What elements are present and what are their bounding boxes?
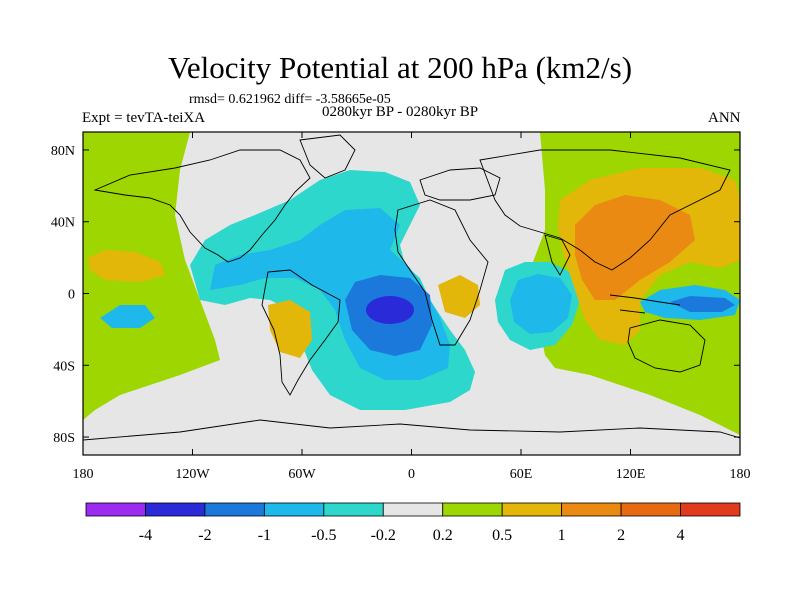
orange-samerica-region	[268, 300, 312, 358]
x-axis-ticks: 180 120W 60W 0 60E 120E 180	[73, 132, 751, 482]
coast-asia	[479, 149, 731, 271]
x-tick-label: 120W	[175, 467, 210, 482]
core-minimum	[366, 296, 414, 324]
colorbar-swatch	[561, 502, 622, 517]
coast-africa	[394, 199, 489, 346]
colorbar-label: -4	[139, 527, 152, 544]
deep-blue-pacific	[670, 296, 735, 312]
colorbar-label: 2	[617, 527, 625, 544]
colorbar-label: -0.2	[371, 527, 396, 544]
colorbar-swatch	[442, 502, 503, 517]
colorbar-label: 1	[558, 527, 566, 544]
colorbar-label: 0.2	[433, 527, 453, 544]
y-tick-label: 80N	[51, 144, 75, 159]
coast-south-america	[261, 269, 341, 396]
coast-india	[544, 234, 571, 276]
coast-antarctica	[83, 419, 740, 441]
coast-greenland	[299, 134, 356, 179]
period-label: 0280kyr BP - 0280kyr BP	[322, 104, 479, 120]
coast-australia	[627, 319, 706, 373]
colorbar-labels: -4 -2 -1 -0.5 -0.2 0.2 0.5 1 2 4	[139, 527, 685, 544]
colorbar-swatch	[204, 502, 265, 517]
colorbar-swatch	[323, 502, 384, 517]
colorbar	[85, 502, 741, 517]
x-tick-label: 180	[730, 467, 751, 482]
y-tick-label: 0	[68, 288, 75, 303]
orange-africa-region	[438, 275, 480, 318]
plot-title: Velocity Potential at 200 hPa (km2/s)	[167, 50, 633, 85]
colorbar-swatch	[85, 502, 146, 517]
colorbar-swatch	[382, 502, 444, 517]
blue-eastpac-region	[100, 305, 155, 328]
colorbar-swatch	[501, 502, 563, 517]
colorbar-label: -1	[258, 527, 271, 544]
x-tick-label: 180	[73, 467, 94, 482]
coast-indonesia	[609, 294, 681, 314]
orange-eastpac-region	[88, 250, 165, 282]
coast-europe	[419, 167, 501, 201]
y-tick-label: 80S	[53, 431, 75, 446]
coast-north-america	[93, 149, 311, 263]
x-tick-label: 120E	[616, 467, 646, 482]
colorbar-swatch	[620, 502, 681, 517]
experiment-label: Expt = tevTA-teiXA	[82, 110, 206, 126]
colorbar-label: -0.5	[311, 527, 336, 544]
y-tick-label: 40N	[51, 216, 75, 231]
y-tick-label: 40S	[53, 359, 75, 374]
colorbar-swatch	[680, 502, 741, 517]
x-tick-label: 60E	[510, 467, 533, 482]
colorbar-swatch	[145, 502, 206, 517]
season-label: ANN	[708, 110, 741, 126]
velocity-potential-field	[83, 132, 740, 455]
x-tick-label: 0	[408, 467, 415, 482]
x-tick-label: 60W	[288, 467, 316, 482]
y-axis-ticks: 80N 40N 0 40S 80S	[51, 144, 740, 446]
colorbar-label: 0.5	[492, 527, 512, 544]
colorbar-swatch	[263, 502, 325, 517]
coastlines	[83, 134, 740, 441]
colorbar-label: 4	[677, 527, 685, 544]
blue-indian-region	[510, 274, 572, 334]
colorbar-label: -2	[198, 527, 211, 544]
stats-text: rmsd= 0.621962 diff= -3.58665e-05	[189, 92, 391, 107]
